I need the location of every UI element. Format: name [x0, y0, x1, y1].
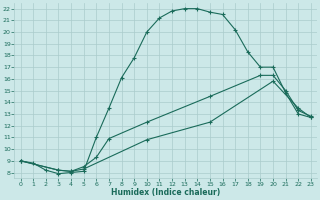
X-axis label: Humidex (Indice chaleur): Humidex (Indice chaleur) [111, 188, 220, 197]
